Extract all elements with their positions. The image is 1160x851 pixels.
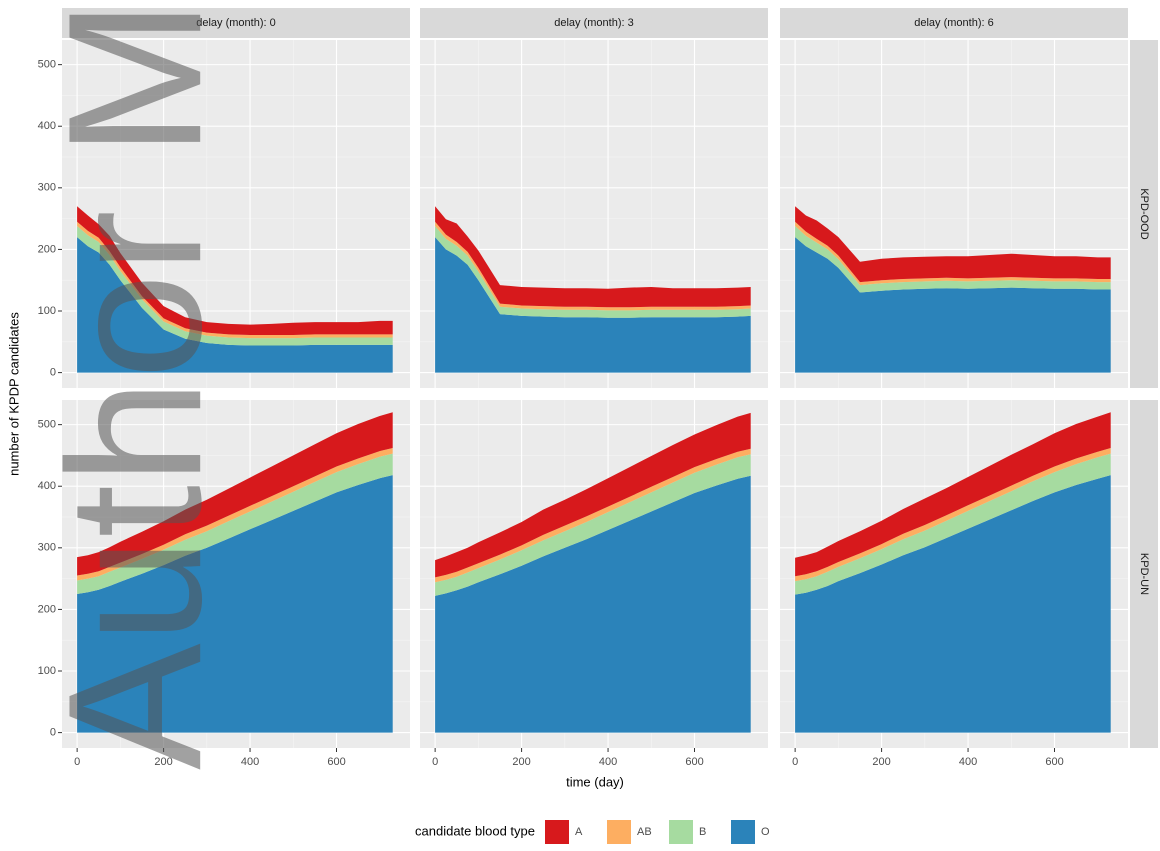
row-strip-label: KPD-OOD bbox=[1138, 188, 1150, 239]
x-tick-label: 600 bbox=[1045, 756, 1063, 768]
x-tick-label: 600 bbox=[327, 756, 345, 768]
area bbox=[795, 221, 1111, 286]
area bbox=[77, 226, 393, 346]
row-strip-label: KPD-UN bbox=[1138, 553, 1150, 595]
column-strip-label: delay (month): 6 bbox=[914, 17, 993, 29]
y-tick-label: 400 bbox=[38, 120, 56, 132]
column-strip bbox=[62, 8, 410, 38]
area bbox=[795, 453, 1111, 595]
legend-label: B bbox=[699, 826, 706, 838]
legend-key bbox=[731, 820, 755, 844]
y-tick-label: 400 bbox=[38, 480, 56, 492]
x-tick-label: 200 bbox=[512, 756, 530, 768]
area bbox=[77, 453, 393, 594]
legend-key bbox=[607, 820, 631, 844]
area bbox=[435, 237, 751, 373]
x-tick-label: 400 bbox=[241, 756, 259, 768]
y-tick-label: 0 bbox=[50, 727, 56, 739]
y-tick-label: 200 bbox=[38, 243, 56, 255]
y-tick-label: 300 bbox=[38, 542, 56, 554]
x-tick-label: 400 bbox=[959, 756, 977, 768]
x-tick-label: 200 bbox=[872, 756, 890, 768]
y-tick-label: 100 bbox=[38, 305, 56, 317]
legend-key bbox=[669, 820, 693, 844]
column-strip bbox=[420, 8, 768, 38]
area bbox=[795, 206, 1111, 283]
area bbox=[795, 226, 1111, 293]
area bbox=[795, 475, 1111, 733]
legend-label: O bbox=[761, 826, 770, 838]
area bbox=[795, 412, 1111, 577]
column-strip bbox=[780, 8, 1128, 38]
area bbox=[77, 206, 393, 335]
area bbox=[435, 475, 751, 733]
area bbox=[435, 206, 751, 308]
area bbox=[77, 448, 393, 581]
row-strip bbox=[1130, 40, 1158, 388]
y-axis-title: number of KPDP candidates bbox=[6, 312, 21, 476]
legend-key bbox=[545, 820, 569, 844]
area bbox=[795, 448, 1111, 582]
area bbox=[435, 448, 751, 583]
area bbox=[77, 237, 393, 373]
row-strip bbox=[1130, 400, 1158, 748]
y-tick-label: 200 bbox=[38, 603, 56, 615]
x-axis-title: time (day) bbox=[566, 774, 624, 789]
y-tick-label: 500 bbox=[38, 419, 56, 431]
watermark: Author Ma bbox=[29, 0, 241, 770]
legend-title: candidate blood type bbox=[415, 823, 535, 838]
column-strip-label: delay (month): 3 bbox=[554, 17, 633, 29]
y-tick-label: 300 bbox=[38, 182, 56, 194]
y-tick-label: 500 bbox=[38, 59, 56, 71]
x-tick-label: 200 bbox=[154, 756, 172, 768]
x-tick-label: 600 bbox=[685, 756, 703, 768]
area bbox=[435, 412, 751, 578]
x-tick-label: 400 bbox=[599, 756, 617, 768]
column-strip-label: delay (month): 0 bbox=[196, 17, 275, 29]
y-tick-label: 0 bbox=[50, 367, 56, 379]
area bbox=[77, 412, 393, 576]
area bbox=[77, 475, 393, 733]
area bbox=[795, 237, 1111, 373]
legend-label: AB bbox=[637, 826, 652, 838]
x-tick-label: 0 bbox=[432, 756, 438, 768]
y-tick-label: 100 bbox=[38, 665, 56, 677]
legend-label: A bbox=[575, 826, 583, 838]
x-tick-label: 0 bbox=[74, 756, 80, 768]
x-tick-label: 0 bbox=[792, 756, 798, 768]
area bbox=[435, 454, 751, 596]
